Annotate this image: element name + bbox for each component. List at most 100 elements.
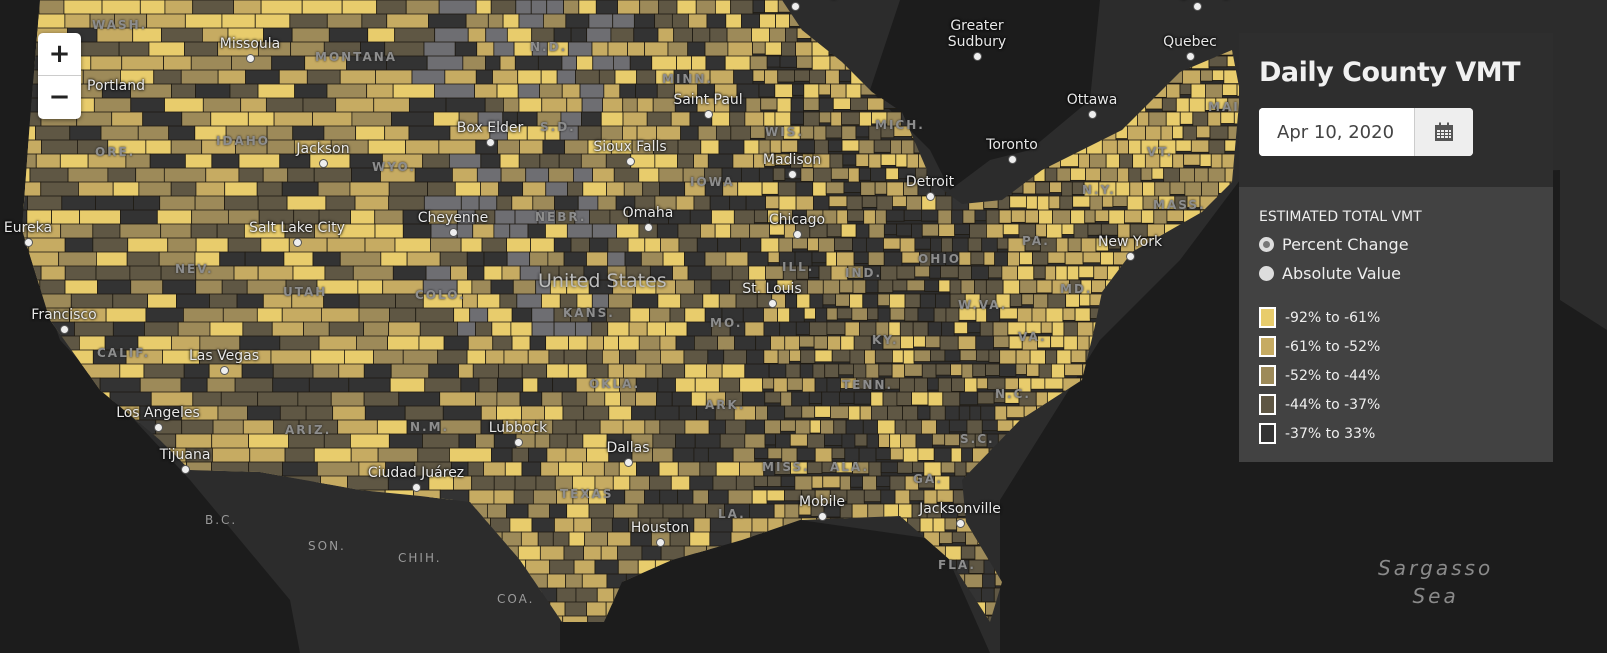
- county[interactable]: [1179, 167, 1195, 184]
- county[interactable]: [919, 517, 934, 533]
- county[interactable]: [890, 139, 902, 156]
- county[interactable]: [1015, 363, 1027, 375]
- county[interactable]: [792, 83, 805, 96]
- county[interactable]: [760, 97, 778, 111]
- county[interactable]: [862, 475, 877, 492]
- county[interactable]: [575, 587, 598, 605]
- county[interactable]: [798, 335, 815, 348]
- county[interactable]: [624, 489, 645, 506]
- county[interactable]: [1070, 167, 1086, 181]
- county[interactable]: [794, 475, 813, 492]
- county[interactable]: [574, 321, 593, 338]
- county[interactable]: [800, 167, 814, 182]
- county[interactable]: [677, 223, 701, 240]
- county[interactable]: [1021, 293, 1034, 306]
- county[interactable]: [1015, 349, 1031, 365]
- county[interactable]: [867, 503, 885, 520]
- county[interactable]: [927, 391, 944, 407]
- county[interactable]: [797, 139, 815, 154]
- county[interactable]: [1056, 167, 1071, 182]
- county[interactable]: [840, 223, 857, 238]
- county[interactable]: [1009, 195, 1027, 209]
- county[interactable]: [941, 237, 953, 253]
- county[interactable]: [758, 83, 776, 98]
- county[interactable]: [1002, 223, 1020, 236]
- county[interactable]: [1115, 181, 1131, 197]
- county[interactable]: [826, 307, 838, 321]
- county[interactable]: [591, 517, 613, 533]
- county[interactable]: [767, 405, 786, 422]
- county[interactable]: [760, 237, 780, 254]
- county[interactable]: [779, 321, 797, 337]
- county[interactable]: [937, 377, 953, 394]
- county[interactable]: [892, 195, 907, 207]
- county[interactable]: [1172, 153, 1185, 171]
- county[interactable]: [790, 97, 804, 114]
- county[interactable]: [900, 433, 917, 449]
- county[interactable]: [1182, 69, 1202, 86]
- county[interactable]: [924, 279, 940, 292]
- county[interactable]: [1032, 251, 1049, 266]
- county[interactable]: [467, 265, 485, 283]
- county[interactable]: [1035, 181, 1050, 195]
- county[interactable]: [1148, 111, 1167, 128]
- county[interactable]: [583, 405, 610, 422]
- county[interactable]: [891, 363, 906, 379]
- county[interactable]: [1029, 349, 1046, 366]
- county[interactable]: [770, 335, 786, 352]
- county[interactable]: [772, 167, 786, 181]
- county[interactable]: [1175, 139, 1192, 152]
- county[interactable]: [767, 447, 783, 460]
- county[interactable]: [1165, 111, 1181, 127]
- county[interactable]: [889, 307, 906, 321]
- county[interactable]: [806, 209, 824, 223]
- county[interactable]: [944, 405, 960, 421]
- county[interactable]: [798, 503, 812, 516]
- county[interactable]: [809, 293, 824, 311]
- county[interactable]: [1070, 209, 1086, 225]
- county[interactable]: [950, 363, 963, 376]
- county[interactable]: [1140, 209, 1155, 224]
- county[interactable]: [974, 279, 987, 295]
- county[interactable]: [1078, 153, 1090, 170]
- county[interactable]: [883, 237, 901, 250]
- county[interactable]: [913, 349, 931, 362]
- county[interactable]: [1050, 363, 1066, 379]
- county[interactable]: [899, 237, 916, 254]
- county[interactable]: [888, 321, 901, 337]
- county[interactable]: [1038, 209, 1053, 226]
- county[interactable]: [824, 363, 840, 378]
- county[interactable]: [957, 265, 972, 280]
- county[interactable]: [750, 125, 766, 139]
- county[interactable]: [912, 321, 929, 339]
- county[interactable]: [899, 321, 914, 337]
- county[interactable]: [699, 461, 717, 478]
- county[interactable]: [1059, 195, 1074, 210]
- county[interactable]: [960, 545, 976, 560]
- county[interactable]: [1018, 377, 1032, 393]
- county[interactable]: [835, 461, 853, 474]
- county[interactable]: [938, 531, 953, 544]
- county[interactable]: [999, 349, 1017, 365]
- county[interactable]: [1129, 223, 1148, 238]
- county[interactable]: [975, 335, 994, 351]
- radio-button[interactable]: [1259, 237, 1274, 252]
- county[interactable]: [913, 377, 928, 395]
- county[interactable]: [1154, 181, 1171, 198]
- county[interactable]: [796, 265, 809, 280]
- county[interactable]: [814, 489, 831, 507]
- county[interactable]: [774, 461, 791, 475]
- county[interactable]: [710, 279, 731, 296]
- county[interactable]: [868, 223, 885, 239]
- county[interactable]: [1061, 223, 1075, 235]
- county[interactable]: [752, 0, 765, 13]
- county[interactable]: [1044, 377, 1064, 390]
- county[interactable]: [844, 447, 860, 463]
- county[interactable]: [1196, 125, 1211, 139]
- county[interactable]: [704, 41, 729, 57]
- county[interactable]: [1037, 335, 1052, 349]
- county[interactable]: [1025, 321, 1042, 334]
- county[interactable]: [1166, 209, 1184, 222]
- county[interactable]: [880, 125, 895, 139]
- county[interactable]: [930, 349, 946, 362]
